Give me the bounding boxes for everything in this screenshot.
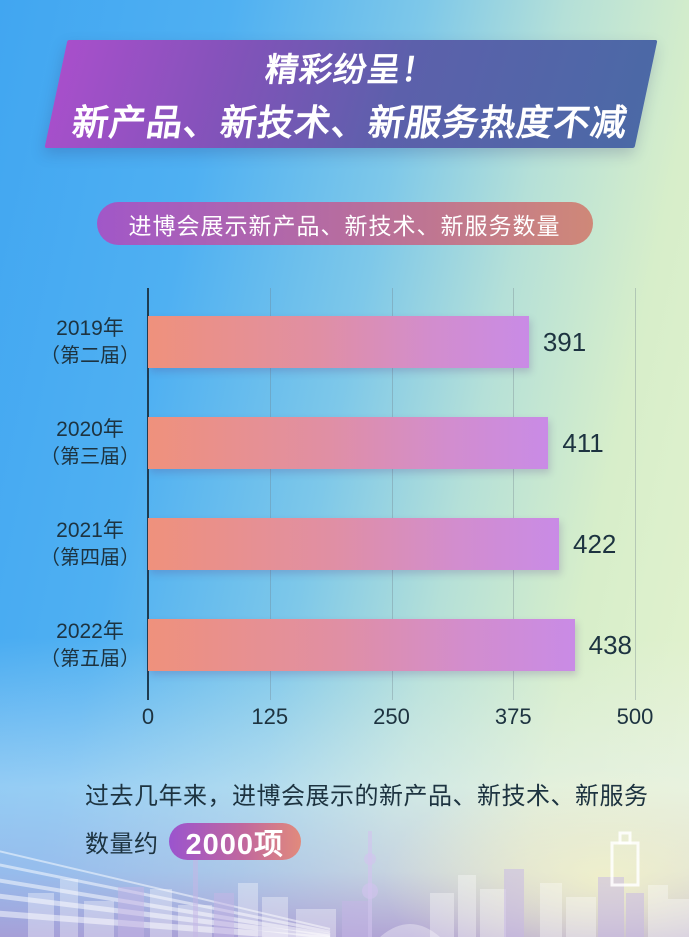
bar-value-label: 411 xyxy=(562,427,604,458)
bar xyxy=(148,619,575,671)
category-session: （第五届） xyxy=(40,647,140,670)
chart-subtitle-pill: 进博会展示新产品、新技术、新服务数量 xyxy=(96,202,593,245)
footer-line-1: 过去几年来，进博会展示的新产品、新技术、新服务 xyxy=(85,783,649,810)
gridline xyxy=(269,288,271,700)
category-label: 2022年 （第五届） xyxy=(22,613,158,677)
bar-value-label: 422 xyxy=(573,528,617,559)
footer-line-2-prefix: 数量约 xyxy=(85,831,159,858)
category-year: 2020年 xyxy=(56,417,124,441)
bar xyxy=(148,316,529,368)
x-axis-tick-label: 0 xyxy=(141,704,155,729)
x-axis-tick-label: 375 xyxy=(494,704,532,729)
gridline xyxy=(391,288,393,700)
category-label: 2019年 （第二届） xyxy=(22,310,158,374)
title-line-2: 新产品、新技术、新服务热度不减 xyxy=(70,101,632,143)
category-year: 2022年 xyxy=(56,619,124,643)
bar-value-label: 438 xyxy=(588,629,632,660)
category-session: （第四届） xyxy=(40,546,140,569)
title-line-1: 精彩纷呈！ xyxy=(263,50,439,88)
category-year: 2019年 xyxy=(56,316,124,340)
footer-line-2: 数量约 2000项 xyxy=(85,823,649,861)
x-axis-tick-label: 500 xyxy=(616,704,654,729)
bar xyxy=(148,417,549,469)
x-axis-tick-label: 250 xyxy=(373,704,410,729)
footer-note: 过去几年来，进博会展示的新产品、新技术、新服务 数量约 2000项 xyxy=(85,776,649,861)
x-axis-tick-label: 125 xyxy=(251,704,289,729)
gridline xyxy=(635,288,636,700)
bar xyxy=(148,518,560,570)
category-session: （第三届） xyxy=(40,445,140,468)
category-session: （第二届） xyxy=(40,344,140,367)
y-axis-line xyxy=(147,288,149,700)
category-label: 2021年 （第四届） xyxy=(22,512,158,576)
total-count-badge: 2000项 xyxy=(168,823,302,861)
category-year: 2021年 xyxy=(56,518,124,542)
category-label: 2020年 （第三届） xyxy=(22,411,158,475)
gridline xyxy=(513,288,515,700)
bar-value-label: 391 xyxy=(542,326,587,357)
